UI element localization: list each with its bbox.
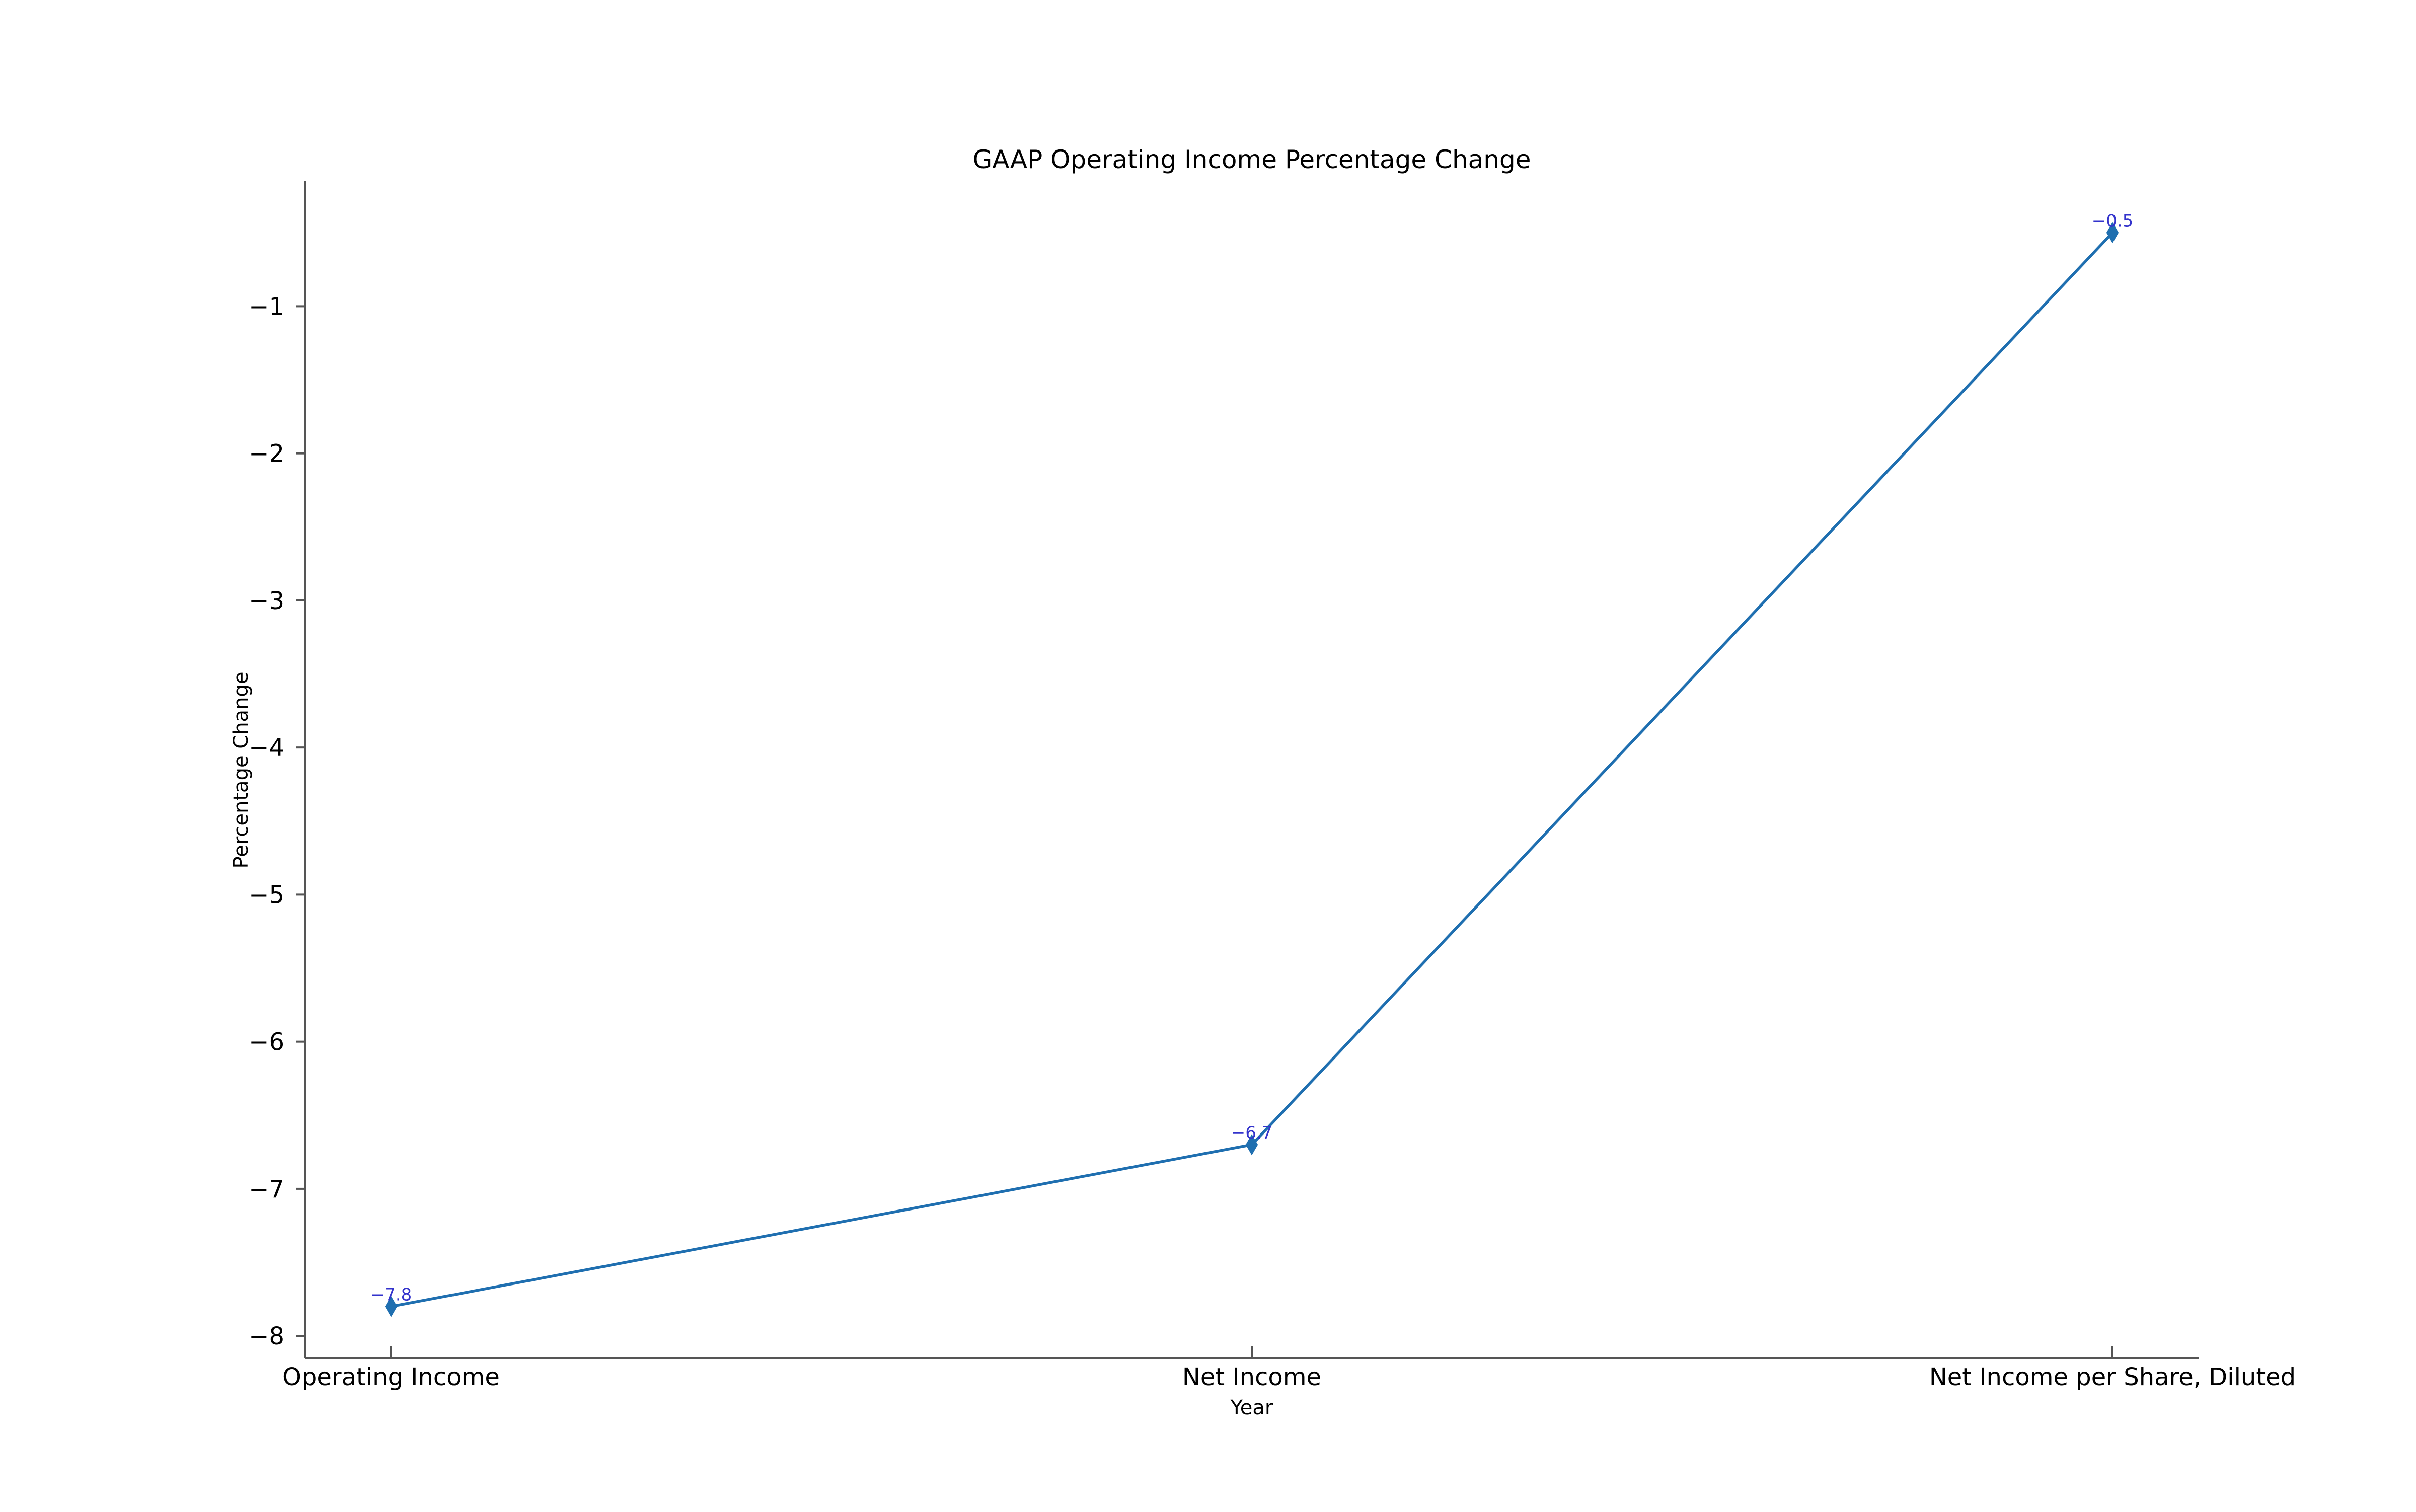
y-axis-ticks: −8 −7 −6 −5 −4 −3 −2 −1 [249, 292, 305, 1350]
chart-title: GAAP Operating Income Percentage Change [973, 145, 1531, 174]
y-tick-label: −6 [249, 1028, 284, 1056]
y-tick-label: −2 [249, 440, 284, 468]
y-axis-label: Percentage Change [230, 672, 253, 869]
x-tick-label: Net Income per Share, Diluted [1929, 1363, 2296, 1391]
y-tick-label: −4 [249, 734, 284, 762]
y-tick-label: −1 [249, 292, 284, 321]
y-tick-label: −3 [249, 587, 284, 615]
data-point-marker [1245, 1134, 1258, 1156]
x-axis-label: Year [1230, 1396, 1273, 1419]
y-tick-label: −5 [249, 881, 284, 909]
data-label: −0.5 [2092, 211, 2134, 231]
x-tick-label: Net Income [1182, 1363, 1321, 1391]
plot-area: −7.8 −6.7 −0.5 [370, 211, 2134, 1317]
data-point-marker [2106, 222, 2119, 244]
data-point-marker [385, 1296, 398, 1317]
data-label: −7.8 [370, 1285, 412, 1305]
data-label: −6.7 [1231, 1123, 1273, 1143]
y-tick-label: −7 [249, 1175, 284, 1203]
x-tick-label: Operating Income [282, 1363, 500, 1391]
y-tick-label: −8 [249, 1322, 284, 1350]
x-axis-ticks: Operating Income Net Income Net Income per… [282, 1346, 2296, 1391]
